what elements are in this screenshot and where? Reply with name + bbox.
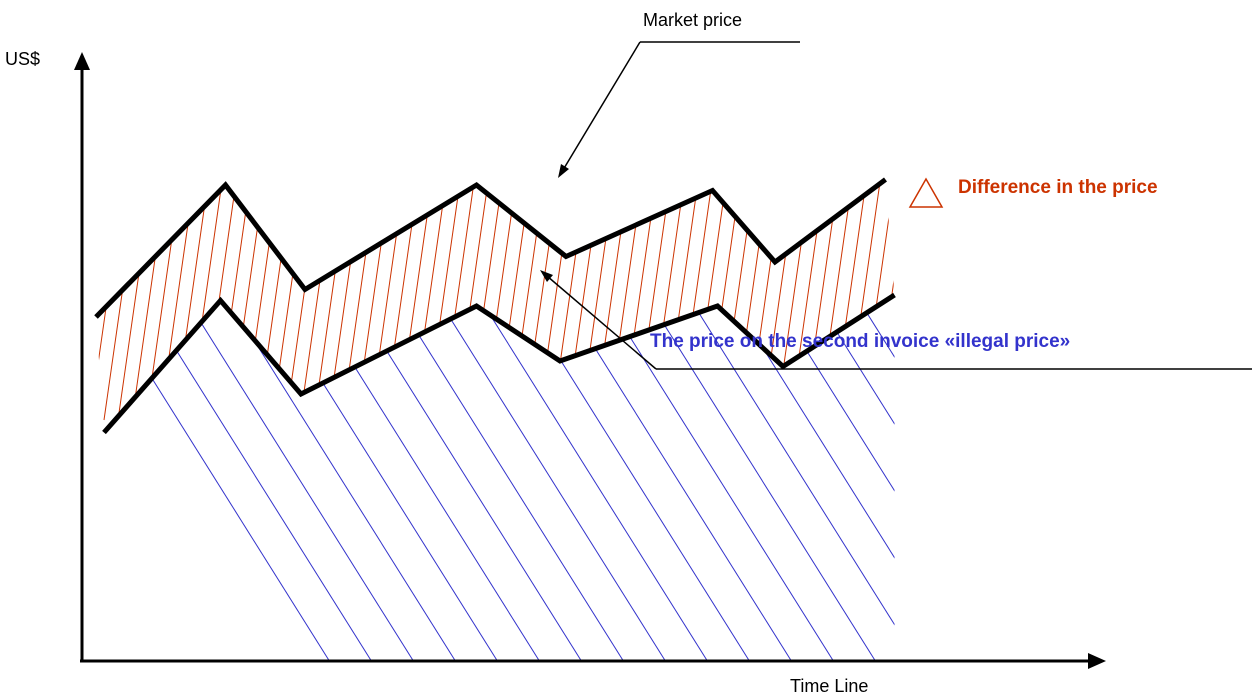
x-axis-arrow-icon (1088, 653, 1106, 669)
market-price-label: Market price (643, 10, 742, 30)
area-hatch-line (165, 295, 457, 661)
difference-label: Difference in the price (958, 177, 1158, 198)
area-hatch-line (669, 295, 895, 661)
difference-legend: Difference in the price (908, 177, 1158, 208)
x-axis-label: Time Line (790, 676, 868, 696)
area-hatch-line (82, 295, 373, 661)
difference-hatch-line (887, 179, 895, 421)
area-hatch-line (417, 295, 709, 661)
market-price-line (94, 177, 887, 319)
area-hatch-line (501, 295, 793, 661)
area-hatch-line (879, 295, 895, 661)
price-difference-hatch (96, 179, 895, 421)
area-hatch-line (123, 295, 415, 661)
illegal-price-arrow-icon (540, 270, 553, 282)
invoice-price-line (102, 292, 896, 435)
area-hatch-line (207, 295, 499, 661)
area-hatch-line (543, 295, 835, 661)
y-axis-arrow-icon (74, 52, 90, 70)
area-hatch-line (627, 295, 895, 661)
area-hatch-line (1006, 200, 1255, 662)
area-hatch-line (459, 295, 751, 661)
area-hatch-line (711, 295, 895, 661)
x-axis (80, 653, 1106, 669)
area-hatch-line (922, 200, 1212, 662)
market-price-callout: Market price (558, 10, 800, 178)
market-price-arrow-icon (558, 164, 569, 178)
y-axis-label: US$ (5, 49, 40, 69)
area-hatch-line (249, 295, 541, 661)
area-hatch-line (82, 295, 331, 661)
area-hatch-line (375, 295, 667, 661)
illegal-price-callout: The price on the second invoice «illegal… (540, 270, 1252, 370)
area-hatch-line (585, 295, 877, 661)
y-axis (74, 52, 90, 662)
illegal-price-label: The price on the second invoice «illegal… (650, 331, 1070, 352)
area-hatch-line (964, 200, 1254, 662)
area-hatch-line (333, 295, 625, 661)
invoice-area-hatch (82, 200, 1255, 662)
triangle-outline-icon (908, 177, 944, 208)
area-hatch-line (291, 295, 583, 661)
